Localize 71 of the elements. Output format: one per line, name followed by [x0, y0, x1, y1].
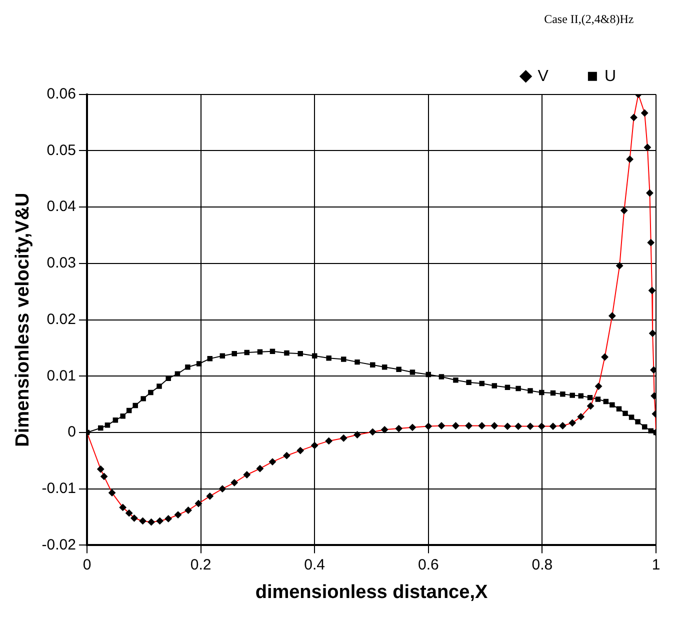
- point: [156, 384, 162, 389]
- point: [340, 356, 346, 362]
- point: [570, 392, 575, 398]
- point: [140, 396, 146, 402]
- point: [410, 370, 416, 375]
- y-tick-label: 0: [68, 424, 76, 441]
- point: [104, 422, 110, 428]
- legend-title: Case II,(2,4&8)Hz: [544, 12, 634, 26]
- point: [207, 356, 213, 362]
- x-axis-title: dimensionless distance,X: [255, 582, 488, 603]
- point: [648, 428, 654, 434]
- point: [628, 414, 634, 420]
- point: [244, 350, 250, 356]
- point: [298, 350, 303, 356]
- x-tick-label: 0.2: [190, 556, 212, 574]
- point: [132, 402, 138, 408]
- point: [610, 402, 615, 408]
- point: [232, 350, 237, 356]
- point: [284, 350, 290, 356]
- point: [370, 362, 376, 368]
- x-tick-label: 0.6: [418, 556, 439, 574]
- point: [257, 349, 263, 355]
- point: [98, 425, 104, 431]
- y-tick-label: 0.02: [46, 310, 76, 328]
- y-tick-label: 0.06: [46, 86, 76, 103]
- point: [185, 364, 190, 370]
- y-axis-title: Dimensionless velocity,V&U: [12, 192, 34, 447]
- point: [426, 372, 432, 378]
- point: [635, 419, 640, 424]
- point: [539, 390, 544, 396]
- x-tick-label: 0.8: [532, 556, 553, 574]
- point: [312, 353, 318, 358]
- point: [578, 393, 584, 398]
- point: [492, 383, 498, 388]
- legend-label: V: [538, 68, 549, 85]
- point: [120, 414, 126, 419]
- y-tick-label: 0.04: [46, 198, 76, 216]
- point: [622, 410, 628, 416]
- point: [126, 408, 132, 414]
- point: [382, 364, 388, 370]
- y-tick-label: -0.02: [42, 536, 76, 554]
- point: [326, 355, 332, 361]
- x-tick-label: 0: [82, 556, 92, 574]
- y-tick-label: 0.05: [46, 142, 76, 159]
- point: [466, 380, 472, 385]
- point: [616, 406, 622, 412]
- point: [642, 424, 648, 430]
- point: [603, 398, 609, 404]
- point: [270, 348, 276, 354]
- x-tick-label: 1: [652, 556, 660, 574]
- point: [550, 390, 556, 396]
- point: [587, 394, 593, 400]
- point: [516, 386, 521, 392]
- y-tick-label: 0.01: [46, 367, 76, 384]
- x-tick-label: 0.4: [304, 556, 326, 574]
- point: [196, 361, 202, 366]
- point: [479, 380, 485, 386]
- legend-label: U: [604, 68, 616, 85]
- point: [595, 396, 601, 402]
- point: [148, 390, 154, 396]
- point: [220, 353, 226, 358]
- point: [354, 359, 360, 365]
- y-tick-label: -0.01: [42, 480, 76, 497]
- point: [112, 417, 118, 423]
- point: [504, 384, 510, 390]
- point: [560, 392, 566, 397]
- y-tick-label: 0.03: [46, 254, 76, 272]
- point: [396, 366, 402, 372]
- point: [528, 388, 533, 394]
- point: [453, 377, 458, 383]
- point: [438, 374, 444, 380]
